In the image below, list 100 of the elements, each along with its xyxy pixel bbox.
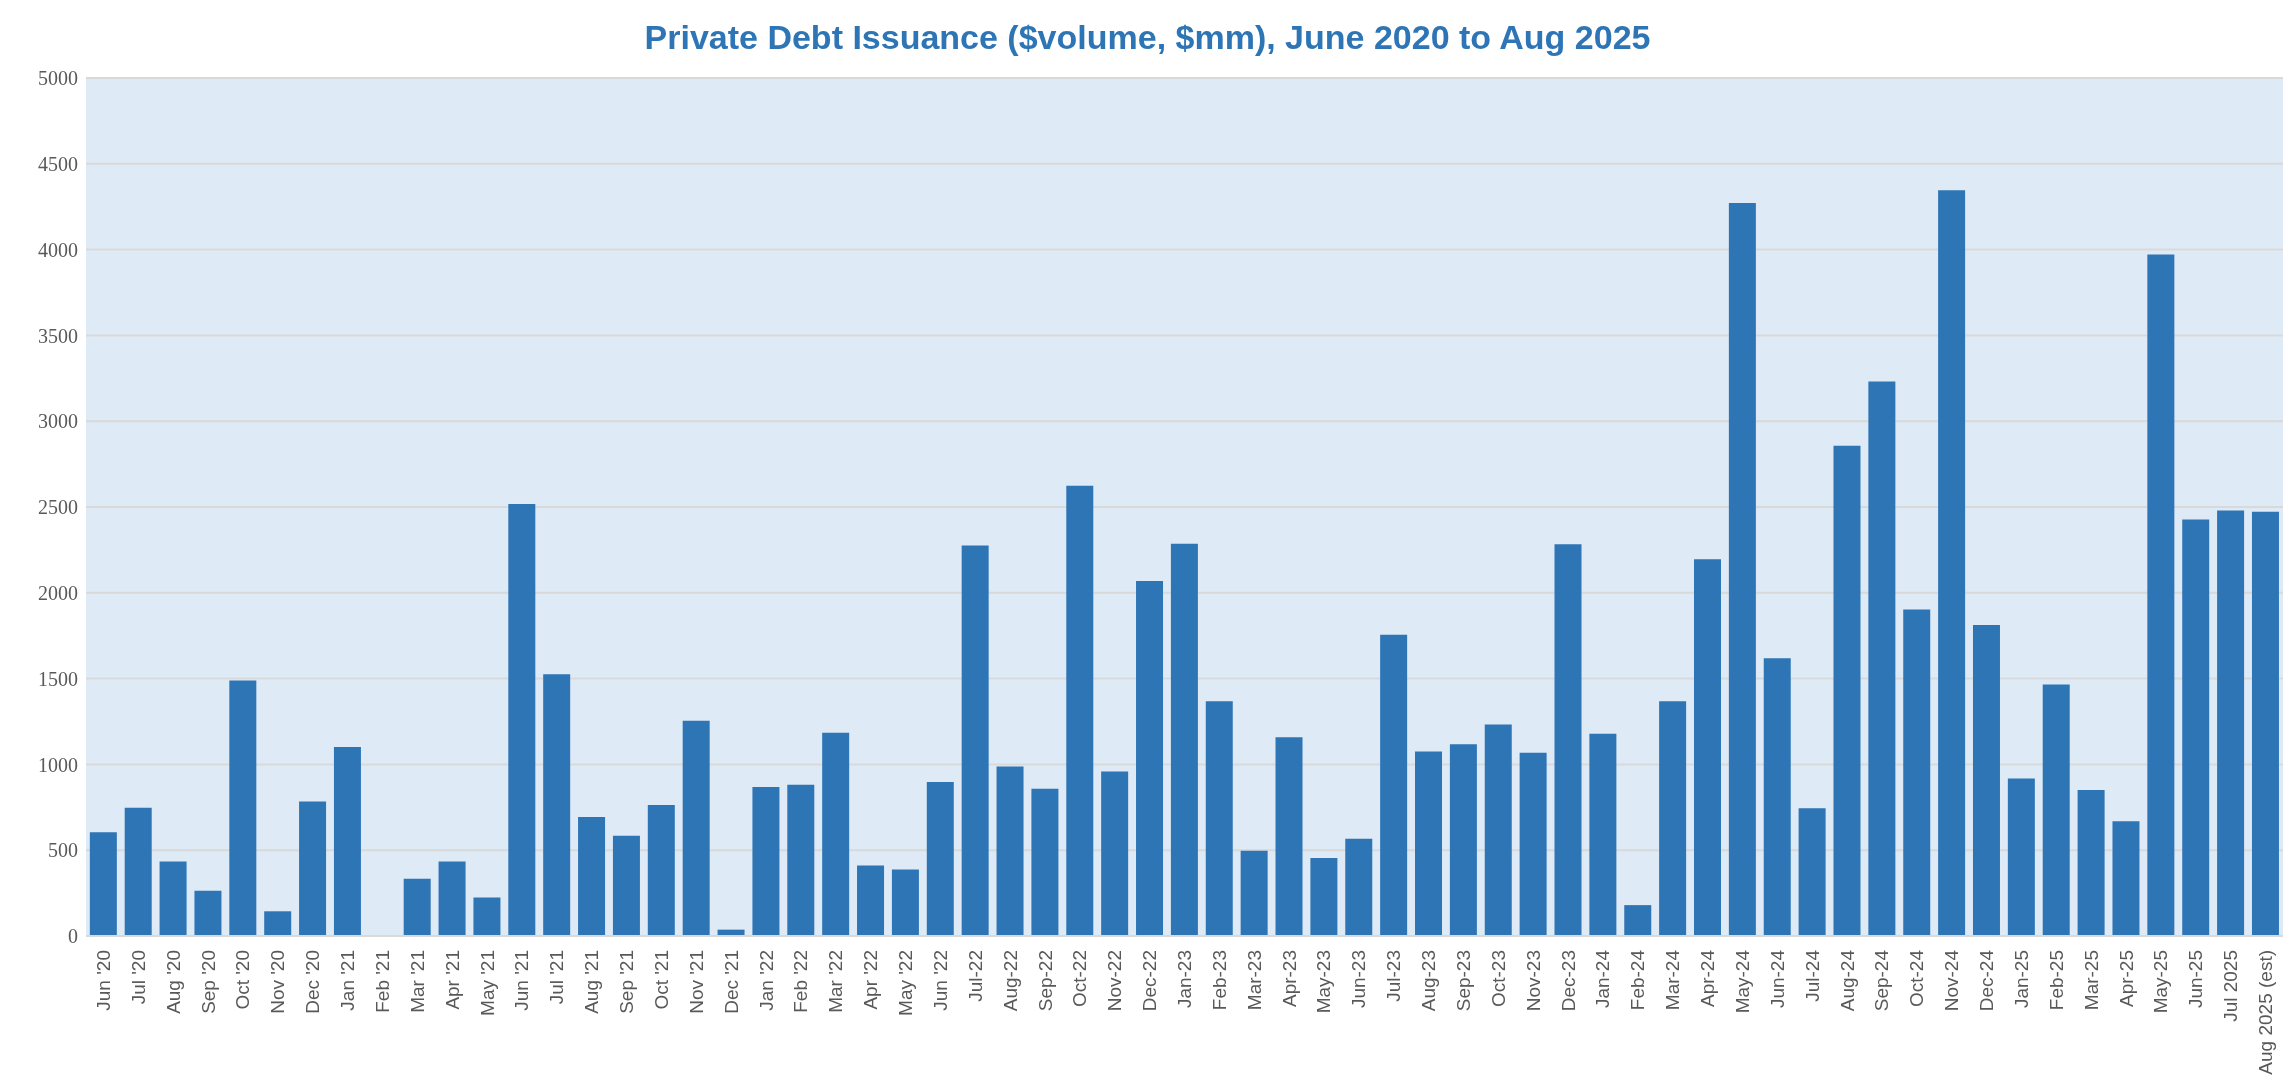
bar (1170, 543, 1198, 936)
x-tick-label: Jun '21 (511, 950, 533, 1011)
bar (578, 816, 606, 936)
x-tick-label: May '22 (895, 950, 917, 1016)
x-tick-label: Dec-23 (1557, 950, 1579, 1012)
bar (2147, 254, 2175, 936)
x-tick-label: Oct-23 (1487, 950, 1509, 1008)
x-tick-label: Sep '20 (197, 950, 219, 1014)
bar (1519, 752, 1547, 936)
x-tick-label: Feb-24 (1627, 949, 1649, 1011)
bar (1205, 701, 1233, 936)
bar (857, 865, 885, 936)
bar (159, 861, 187, 936)
x-tick-label: Mar-23 (1243, 950, 1265, 1011)
bar (1938, 190, 1966, 936)
x-tick-label: Nov-24 (1941, 949, 1963, 1012)
bar (194, 890, 222, 936)
x-tick-label: Oct '20 (232, 950, 254, 1010)
bar (508, 504, 536, 936)
y-tick-label: 2500 (38, 496, 78, 519)
x-tick-label: Apr-23 (1278, 950, 1300, 1008)
x-tick-label: Oct '21 (650, 950, 672, 1010)
x-tick-label: Jun '22 (929, 950, 951, 1011)
x-tick-label: Jul '20 (127, 950, 149, 1005)
x-tick-label: Feb '22 (790, 950, 812, 1013)
bar (2182, 519, 2210, 936)
bar (1763, 658, 1791, 936)
x-tick-label: Dec '20 (302, 950, 324, 1014)
x-tick-label: Sep-22 (1034, 950, 1056, 1012)
x-tick-label: Jul-22 (964, 950, 986, 1002)
bar (1415, 751, 1443, 936)
bar (1798, 808, 1826, 936)
x-tick-label: Dec-24 (1976, 949, 1998, 1012)
bar (1728, 202, 1756, 936)
y-tick-label: 1500 (38, 667, 78, 690)
y-tick-label: 4000 (38, 238, 78, 261)
x-tick-label: Nov '20 (267, 950, 289, 1014)
bar (124, 807, 152, 936)
x-tick-label: May-25 (2150, 950, 2172, 1014)
bar (2217, 510, 2245, 936)
x-tick-label: Jan-24 (1592, 949, 1614, 1009)
y-tick-label: 0 (68, 925, 78, 948)
x-tick-label: Jul-24 (1801, 949, 1823, 1002)
bar (299, 801, 327, 936)
bar (1624, 905, 1652, 936)
bar (1484, 724, 1512, 936)
x-tick-label: Oct-22 (1069, 950, 1091, 1008)
x-tick-label: Feb-25 (2045, 950, 2067, 1011)
x-tick-label: Nov '21 (685, 950, 707, 1014)
bar (2077, 789, 2105, 936)
bar (752, 787, 780, 936)
bar (612, 835, 640, 936)
bar (2042, 684, 2070, 936)
x-tick-label: Mar-25 (2080, 950, 2102, 1011)
x-tick-label: May-23 (1313, 950, 1335, 1014)
x-tick-label: Jan-23 (1174, 950, 1195, 1009)
bar (1031, 788, 1059, 936)
bar (229, 680, 257, 936)
bar (1380, 634, 1408, 936)
y-tick-label: 1000 (38, 753, 78, 776)
bar (1240, 850, 1268, 936)
x-tick-label: Mar '21 (406, 950, 428, 1013)
bar (1972, 625, 2000, 936)
y-tick-label: 4500 (38, 152, 78, 175)
y-tick-label: 2000 (38, 581, 78, 604)
bar (473, 897, 501, 936)
x-tick-label: May-24 (1731, 949, 1753, 1014)
x-tick-label: Nov-22 (1104, 950, 1126, 1012)
x-tick-label: Jan '22 (755, 950, 777, 1011)
bar (926, 781, 954, 936)
bar (1659, 701, 1687, 936)
x-tick-label: Jan '21 (337, 950, 359, 1011)
chart-title: Private Debt Issuance ($volume, $mm), June 2020 to Aug 2025 (643, 17, 1652, 58)
x-tick-label: May '21 (476, 950, 498, 1016)
x-tick-label: Aug '20 (162, 950, 184, 1014)
x-tick-label: Aug-23 (1418, 950, 1440, 1012)
x-tick-label: Sep '21 (616, 950, 638, 1014)
x-tick-label: Apr-24 (1697, 949, 1719, 1008)
bar (1345, 838, 1373, 936)
bar (1903, 609, 1931, 936)
x-tick-label: Aug-24 (1836, 949, 1858, 1012)
x-tick-label: Dec-22 (1139, 950, 1161, 1012)
x-tick-label: Jul '21 (546, 950, 568, 1005)
bar (264, 911, 292, 936)
bar (1101, 771, 1129, 936)
x-tick-label: Mar '22 (825, 950, 847, 1013)
bar (996, 766, 1024, 936)
x-tick-label: Jun-25 (2185, 950, 2207, 1009)
bar (1275, 737, 1303, 936)
x-tick-label: Aug 2025 (est) (2255, 950, 2277, 1075)
x-tick-label: Dec '21 (720, 950, 742, 1014)
bar (891, 869, 919, 936)
x-tick-label: Jun-24 (1766, 949, 1788, 1009)
bar (961, 545, 989, 936)
bar (1693, 559, 1721, 936)
y-tick-label: 3000 (38, 410, 78, 433)
x-tick-label: Aug '21 (581, 950, 603, 1014)
x-tick-label: Apr-25 (2115, 950, 2137, 1008)
x-tick-label: Sep-24 (1871, 949, 1893, 1012)
x-tick-label: Jul 2025 (2220, 950, 2242, 1022)
